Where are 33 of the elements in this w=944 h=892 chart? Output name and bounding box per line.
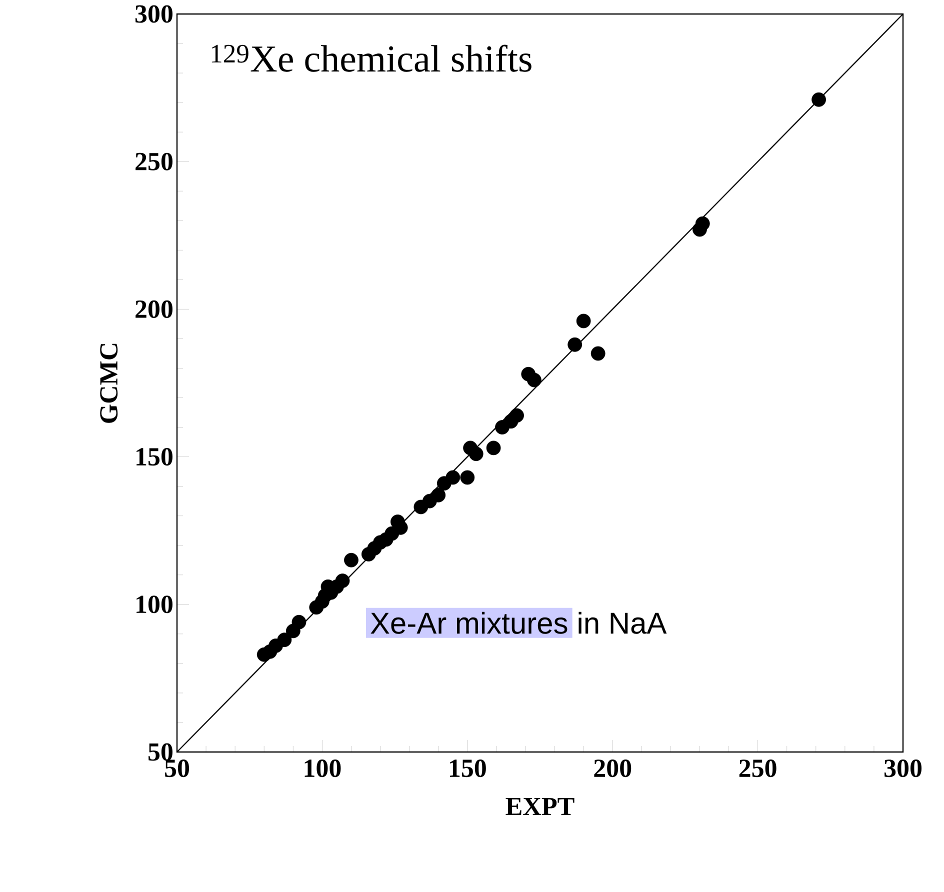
point: [468, 446, 484, 462]
x-tick-label: 250: [739, 760, 776, 778]
x-tick-label: 100: [304, 760, 341, 778]
point: [277, 632, 292, 648]
point: [460, 470, 475, 485]
point: [812, 92, 826, 107]
x-tick-label: 150: [450, 760, 486, 778]
annotation: in NaA: [578, 612, 667, 634]
point: [292, 614, 306, 630]
y-tick-label: 250: [136, 152, 172, 170]
point: [344, 552, 358, 568]
y-tick-label: 150: [136, 448, 172, 466]
annotation: Xe-Ar mixtures: [370, 612, 568, 634]
point: [527, 372, 542, 388]
point: [335, 574, 350, 588]
y-tick-label: 100: [136, 596, 172, 614]
x-tick-label: 50: [165, 760, 190, 778]
x-axis-title: EXPT: [506, 798, 574, 815]
point: [510, 408, 524, 423]
x-tick-label: 200: [594, 760, 632, 778]
y-tick-label: 300: [135, 5, 172, 23]
x-tick-label: 300: [884, 760, 922, 778]
point: [695, 216, 710, 231]
point: [568, 337, 582, 352]
y-tick-label: 50: [148, 743, 172, 761]
y-tick-label: 200: [136, 300, 172, 318]
y-axis-title: GCMC: [100, 344, 118, 423]
point: [446, 470, 460, 485]
point: [590, 346, 606, 361]
point: [576, 314, 591, 328]
point: [431, 488, 446, 502]
text: $^{129}$Xe chemical shifts: [212, 44, 532, 72]
point: [486, 440, 501, 456]
